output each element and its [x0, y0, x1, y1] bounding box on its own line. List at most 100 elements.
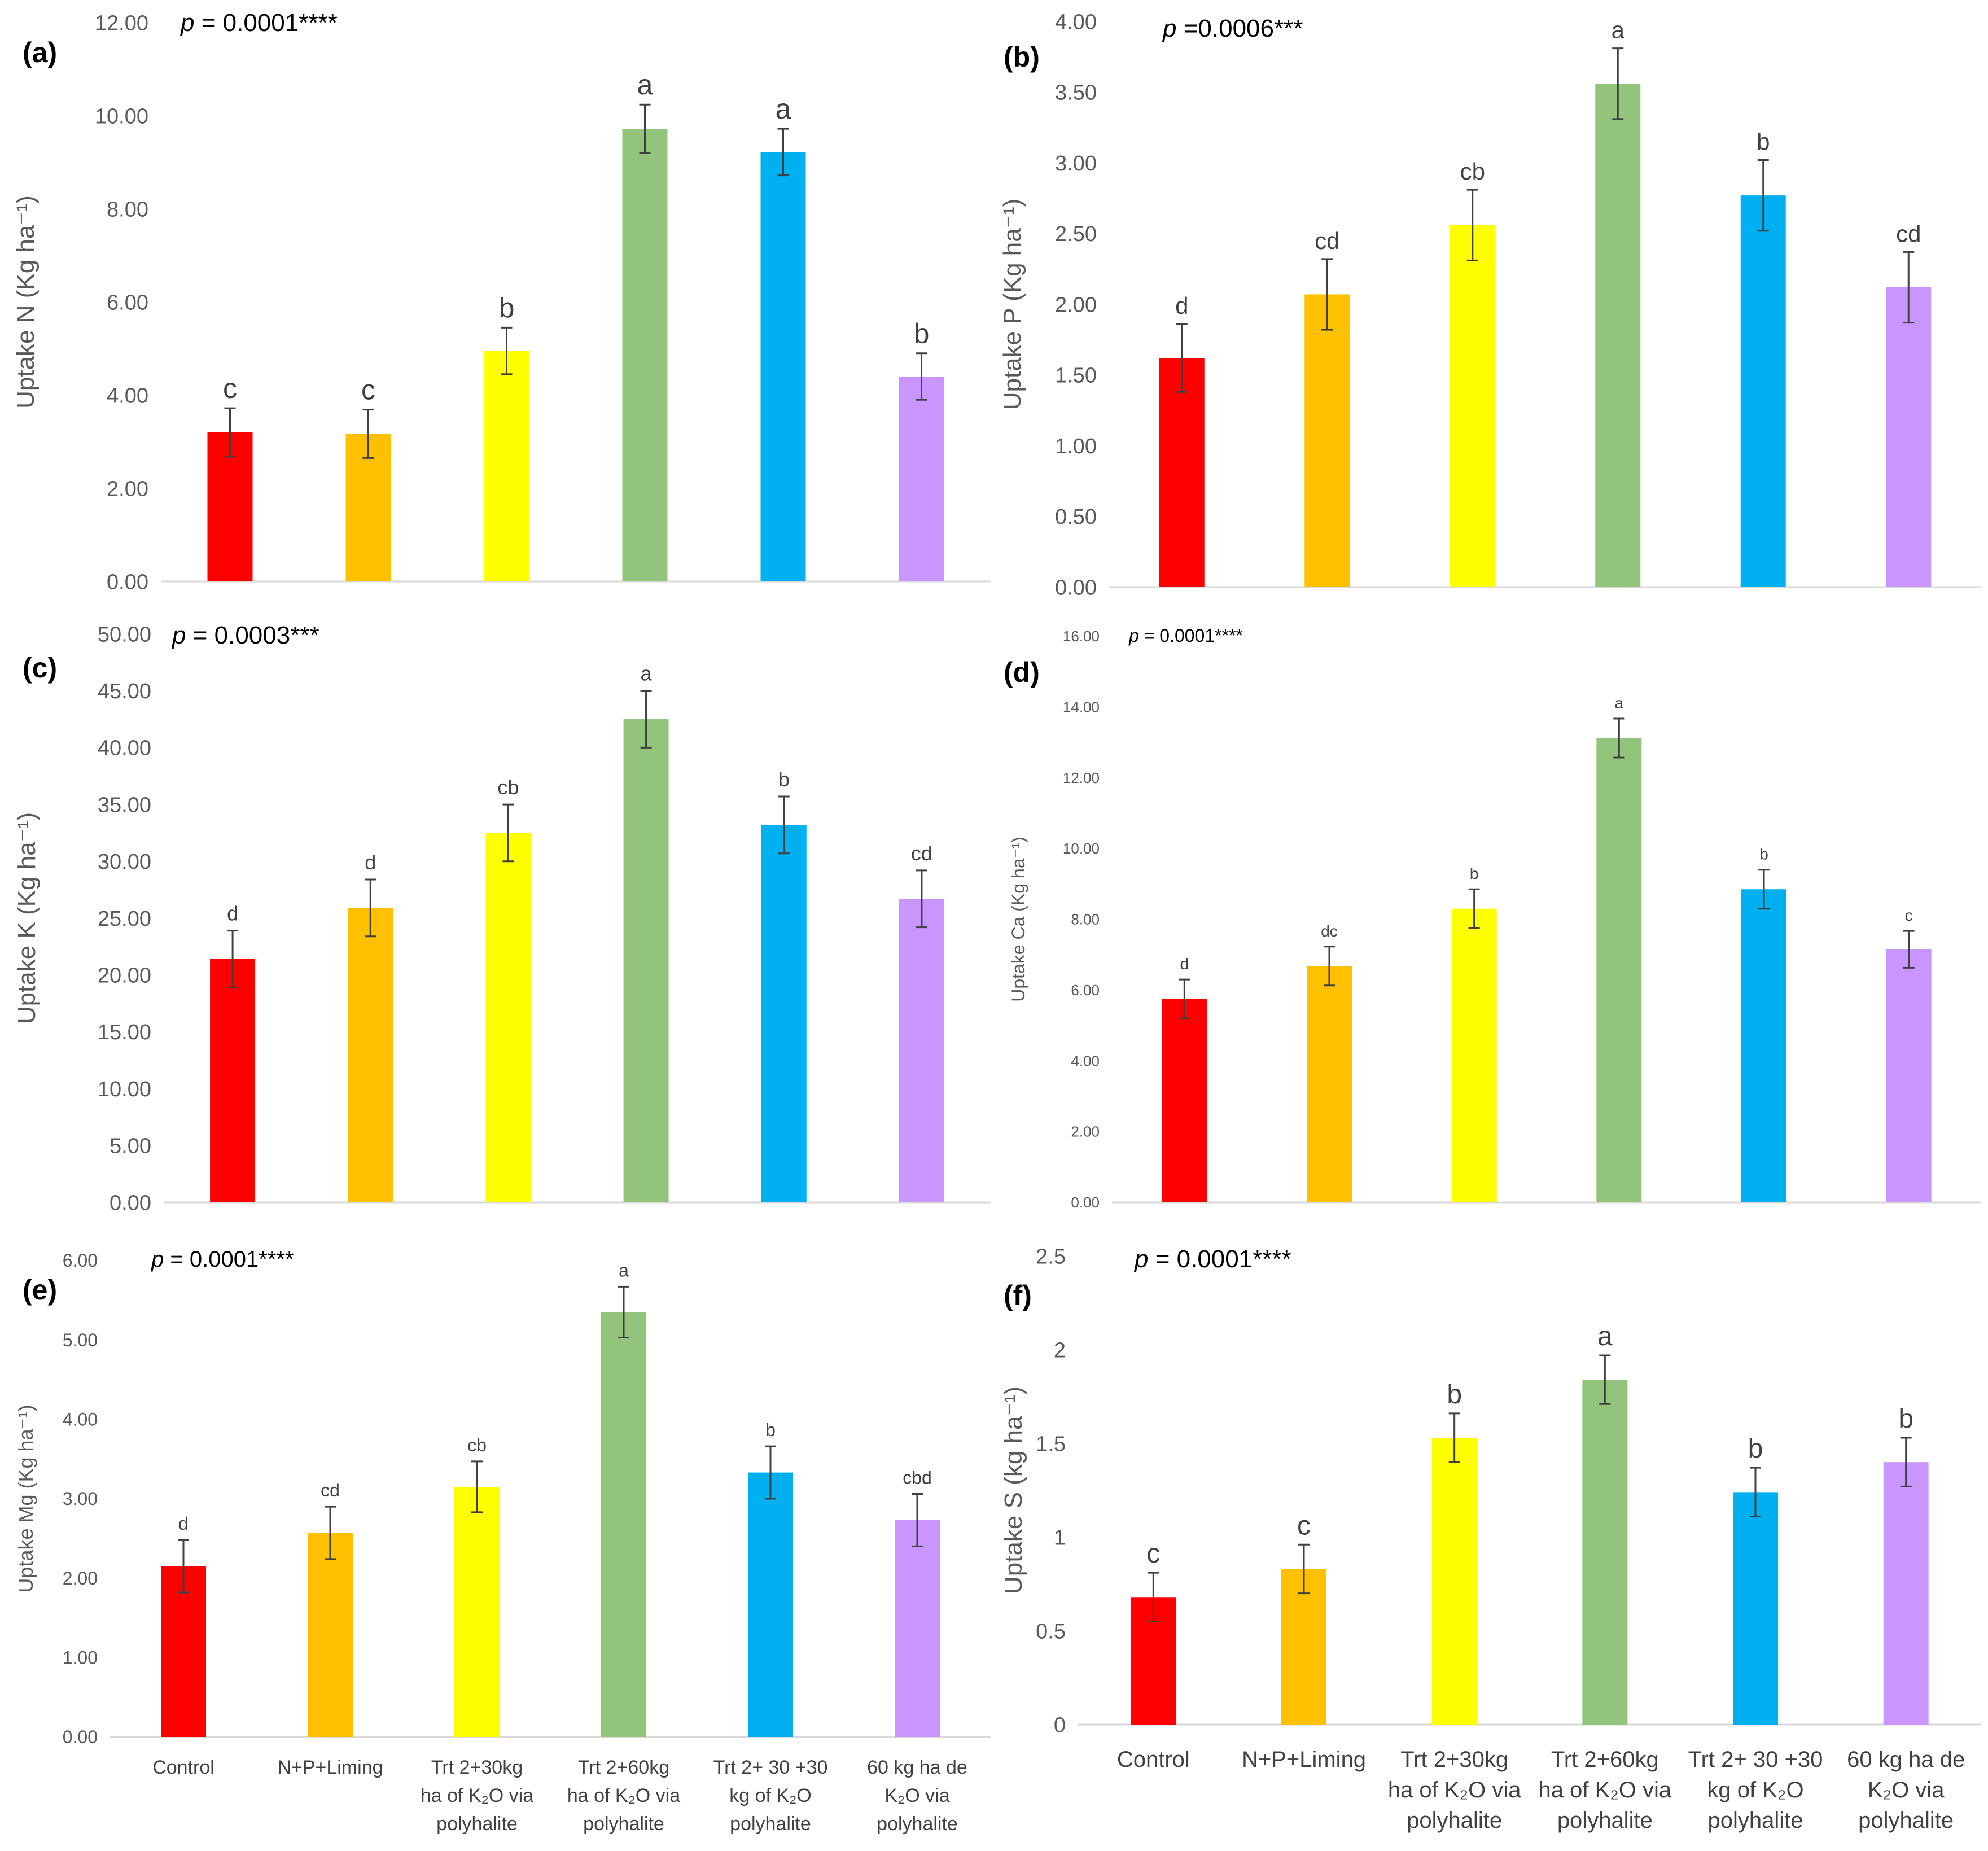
bar-2 — [1304, 294, 1350, 587]
y-tick-label: 0.00 — [1055, 576, 1097, 600]
bar-6 — [1886, 949, 1932, 1202]
bar-5 — [760, 152, 806, 582]
x-category-line: polyhalite — [436, 1813, 518, 1835]
x-category-line: polyhalite — [1407, 1808, 1502, 1833]
significance-letter: a — [776, 93, 791, 125]
x-category-line: ha of K₂O via — [1388, 1778, 1521, 1802]
y-tick-label: 0.5 — [1036, 1620, 1066, 1643]
significance-letter: b — [1470, 865, 1479, 882]
y-tick-label: 3.50 — [1055, 81, 1097, 105]
x-category-line: Trt 2+ 30 +30 — [713, 1757, 828, 1778]
y-tick-label: 10.00 — [95, 104, 148, 128]
y-tick-label: 0.00 — [107, 570, 148, 594]
bar-5 — [1733, 1492, 1778, 1725]
x-category-line: polyhalite — [583, 1813, 664, 1835]
bar-2 — [1307, 966, 1352, 1202]
y-tick-label: 12.00 — [95, 11, 148, 35]
x-category-line: N+P+Liming — [277, 1757, 383, 1778]
x-category-label: Trt 2+30kg ha of K₂O via polyhalite — [421, 1757, 533, 1835]
bar-4 — [623, 719, 669, 1202]
y-axis-label: Uptake P (Kg ha⁻¹) — [999, 199, 1026, 410]
x-category-line: polyhalite — [877, 1813, 958, 1835]
bar-5 — [1740, 195, 1786, 587]
p-symbol: p — [171, 622, 186, 649]
x-category-line: kg of K₂O — [1707, 1778, 1803, 1802]
significance-letter: a — [619, 1260, 629, 1280]
y-tick-label: 1.00 — [1055, 435, 1097, 458]
panel-letter: (c) — [23, 652, 57, 684]
x-category-label: N+P+Liming — [1242, 1747, 1366, 1772]
x-category-line: N+P+Liming — [1242, 1747, 1366, 1772]
significance-letter: a — [1612, 17, 1625, 43]
bar-1 — [161, 1566, 206, 1737]
y-tick-label: 1.50 — [1055, 364, 1097, 388]
significance-letter: b — [778, 768, 790, 791]
y-tick-label: 2.00 — [1071, 1123, 1100, 1140]
panel-e: (e) p = 0.0001**** Uptake Mg (Kg ha⁻¹) 0.00… — [14, 1247, 991, 1835]
p-symbol: p — [1128, 625, 1139, 646]
bar-5 — [1741, 889, 1786, 1202]
bar-6 — [899, 899, 944, 1202]
x-category-line: 60 kg ha de — [1847, 1747, 1965, 1772]
significance-letter: b — [1748, 1434, 1763, 1464]
y-tick-label: 15.00 — [98, 1021, 151, 1044]
significance-letter: b — [1757, 128, 1770, 155]
bar-3 — [1450, 225, 1495, 588]
panel-letter: (a) — [23, 37, 57, 68]
y-tick-label: 25.00 — [98, 907, 151, 931]
panel-c: (c) p = 0.0003*** Uptake K (Kg ha⁻¹) 0.00 5.… — [13, 622, 991, 1215]
significance-letter: c — [1905, 907, 1913, 924]
x-category-line: kg of K₂O — [729, 1785, 811, 1806]
significance-letter: b — [914, 318, 930, 349]
y-tick-label: 1.00 — [63, 1648, 98, 1668]
significance-letter: dc — [1321, 922, 1338, 940]
y-axis-label: Uptake Ca (Kg ha⁻¹) — [1008, 837, 1028, 1002]
y-tick-label: 2.50 — [1055, 222, 1097, 246]
y-tick-label: 40.00 — [98, 737, 151, 760]
bar-3 — [1431, 1438, 1477, 1725]
y-tick-label: 0.00 — [1071, 1194, 1100, 1211]
significance-letter: c — [361, 374, 375, 406]
y-tick-label: 4.00 — [1055, 10, 1097, 34]
y-tick-label: 0.00 — [110, 1191, 151, 1215]
bar-4 — [1582, 1380, 1628, 1725]
x-category-line: K₂O via — [1868, 1778, 1945, 1802]
x-category-line: polyhalite — [1707, 1808, 1803, 1833]
y-tick-label: 8.00 — [1071, 911, 1100, 928]
significance-letter: cb — [1460, 158, 1485, 185]
y-tick-label: 2.00 — [63, 1568, 98, 1589]
bar-4 — [622, 129, 668, 582]
significance-letter: d — [1175, 292, 1188, 319]
y-tick-label: 5.00 — [110, 1135, 151, 1158]
significance-letter: d — [1180, 955, 1189, 973]
significance-letter: b — [499, 292, 515, 323]
significance-letter: c — [223, 373, 237, 404]
y-tick-label: 4.00 — [63, 1410, 98, 1430]
p-symbol: p — [1162, 15, 1176, 42]
y-tick-label: 5.00 — [63, 1330, 98, 1350]
p-value: = 0.0001**** — [164, 1247, 294, 1272]
panel-a: (a) p = 0.0001**** Uptake N (Kg ha⁻¹) 0.00 2… — [12, 9, 991, 594]
y-tick-label: 0.00 — [63, 1727, 98, 1747]
y-tick-label: 10.00 — [98, 1078, 151, 1101]
x-category-line: ha of K₂O via — [1539, 1778, 1672, 1802]
significance-letter: c — [1297, 1511, 1311, 1541]
x-category-label: Trt 2+ 30 +30 kg of K₂O polyhalite — [1688, 1747, 1823, 1833]
p-symbol: p — [1133, 1245, 1148, 1273]
significance-letter: d — [365, 851, 376, 874]
p-value: = 0.0003*** — [186, 622, 319, 649]
x-category-label: 60 kg ha de K₂O via polyhalite — [867, 1757, 967, 1835]
x-category-label: Trt 2+30kg ha of K₂O via polyhalite — [1388, 1747, 1521, 1833]
bar-2 — [1281, 1569, 1326, 1725]
x-category-line: Trt 2+60kg — [1551, 1747, 1659, 1772]
significance-letter: cd — [911, 842, 932, 865]
bar-1 — [210, 959, 256, 1202]
panel-b: (b) p =0.0006*** Uptake P (Kg ha⁻¹) 0.00 0.5… — [999, 10, 1981, 600]
bar-1 — [1159, 358, 1205, 587]
y-tick-label: 10.00 — [1063, 840, 1100, 857]
p-value: = 0.0001**** — [194, 9, 337, 37]
significance-letter: cd — [321, 1480, 340, 1500]
bar-5 — [761, 825, 807, 1202]
y-tick-label: 0 — [1054, 1713, 1066, 1737]
